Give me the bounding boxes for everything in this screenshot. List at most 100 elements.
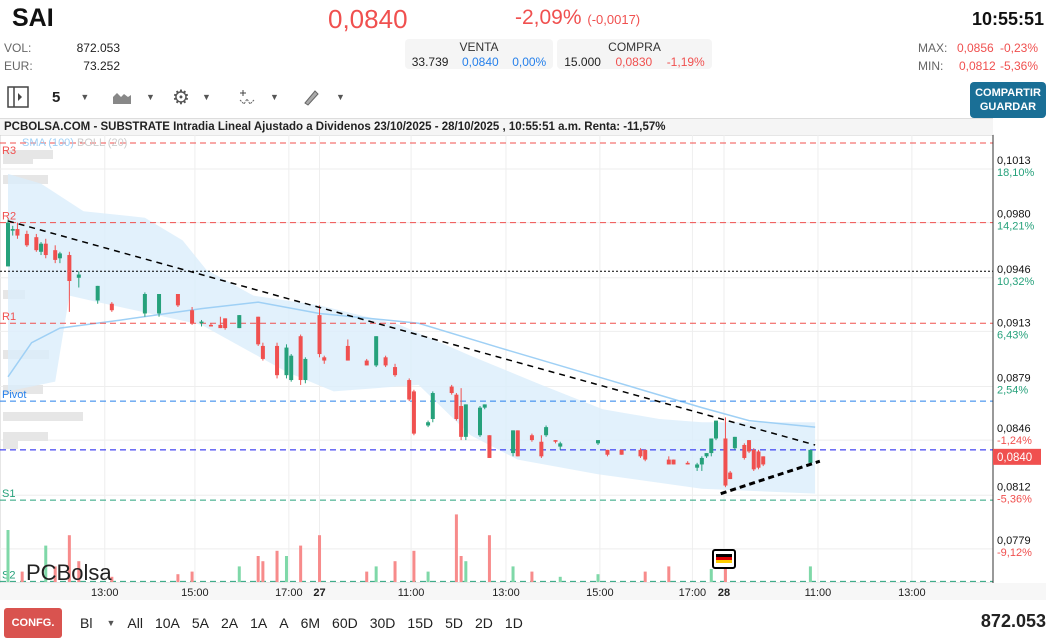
range-5a[interactable]: 5A (191, 615, 209, 631)
share-label: COMPARTIR (975, 87, 1041, 99)
config-button[interactable]: CONFG. (4, 608, 62, 638)
share-save-button[interactable]: COMPARTIR GUARDAR (970, 82, 1046, 118)
min-label: MIN: (918, 59, 944, 73)
x-tick-label: 15:00 (586, 587, 614, 599)
candle-body (223, 318, 228, 329)
interval-select[interactable]: 5 ▼ (52, 86, 89, 108)
candle-body (695, 464, 700, 468)
range-1a[interactable]: 1A (250, 615, 268, 631)
candle-body (638, 449, 643, 457)
candle-body (24, 233, 29, 246)
candle (95, 285, 100, 304)
candle-body (190, 310, 195, 324)
candle-body (747, 440, 752, 452)
candle-body (430, 393, 435, 419)
x-tick-label: 27 (313, 587, 325, 599)
candle (190, 306, 195, 325)
range-15d[interactable]: 15D (407, 615, 434, 631)
candle (478, 406, 482, 437)
bollinger-band (8, 173, 816, 494)
volume-profile-bar (3, 440, 18, 449)
candle (411, 389, 416, 436)
range-a[interactable]: A (279, 615, 289, 631)
candle (808, 449, 813, 463)
candle-body (449, 386, 454, 394)
candle-body (539, 441, 544, 457)
candle (53, 245, 58, 264)
candle-body (742, 444, 747, 458)
range-30d[interactable]: 30D (369, 615, 396, 631)
candle (756, 449, 761, 470)
candle (199, 319, 204, 327)
candle (142, 292, 147, 317)
candle (426, 420, 431, 428)
y-tick-price: 0,1013 (997, 155, 1031, 167)
indicators-select[interactable]: ▼ (238, 86, 279, 108)
volume-bar (374, 566, 378, 582)
range-6m[interactable]: 6M (300, 615, 321, 631)
vol-value: 872.053 (76, 41, 120, 55)
candle-body (482, 404, 487, 408)
y-tick-pct: -1,24% (997, 435, 1032, 447)
candle (449, 384, 454, 395)
candle-body (43, 243, 48, 256)
range-2d[interactable]: 2D (475, 615, 493, 631)
panel-toggle-button[interactable] (6, 86, 30, 108)
bottom-bar: CONFG. Bl ▼ All 10A 5A 2A 1A A 6M 60D 30D 15D 5D 2D… (0, 605, 1058, 641)
range-5d[interactable]: 5D (445, 615, 463, 631)
y-tick-price: 0,0980 (997, 209, 1031, 221)
range-all[interactable]: All (127, 615, 143, 631)
chevron-down-icon[interactable]: ▼ (106, 618, 116, 628)
min-value: 0,0812 (959, 59, 996, 73)
candle (24, 230, 29, 247)
candle-body (411, 391, 416, 434)
range-60d[interactable]: 60D (332, 615, 358, 631)
chart-type-select[interactable]: ▼ (112, 86, 155, 108)
volume-bar (596, 574, 600, 582)
candle-body (34, 237, 39, 251)
candle-body (175, 294, 180, 306)
settings-select[interactable]: ⚙ ▼ (172, 86, 211, 109)
candle (671, 459, 676, 465)
y-tick-price: 0,0946 (997, 264, 1031, 276)
compra-qty: 15.000 (564, 55, 601, 69)
candle-body (478, 407, 482, 436)
x-tick-label: 13:00 (898, 587, 926, 599)
range-2a[interactable]: 2A (220, 615, 239, 631)
candle-body (383, 357, 388, 366)
volume-bar (709, 569, 713, 582)
candle (345, 339, 350, 361)
candle-body (256, 316, 261, 345)
volume-bar (530, 571, 534, 582)
volume-bar (190, 571, 194, 582)
compra-price: 0,0830 (615, 55, 653, 69)
draw-select[interactable]: ▼ (302, 86, 345, 108)
y-tick-price: 0,0879 (997, 373, 1031, 385)
volume-bar (6, 530, 10, 582)
candle-body (723, 438, 728, 486)
volume-bar (110, 576, 114, 582)
candle-body (407, 380, 412, 400)
price-chart[interactable]: R3R2R1PivotS1S2PCBolsa0,101318,10%0,0980… (0, 118, 1046, 602)
candle (728, 470, 733, 480)
volume-bar (20, 571, 24, 582)
candle-body (756, 451, 761, 468)
candle-body (317, 315, 322, 355)
candle-body (393, 367, 398, 376)
candle (605, 449, 610, 457)
candle-body (95, 285, 100, 301)
candle-body (553, 440, 558, 442)
candle (374, 336, 379, 368)
candle (454, 393, 459, 421)
candle-body (704, 453, 709, 457)
candle-body (208, 324, 213, 327)
candle (619, 449, 624, 455)
mode-select[interactable]: Bl (80, 615, 93, 631)
range-1d[interactable]: 1D (504, 615, 523, 631)
candle (407, 378, 412, 402)
candle-body (643, 449, 648, 460)
candle-body (426, 422, 431, 426)
range-10a[interactable]: 10A (154, 615, 180, 631)
candle (511, 430, 516, 457)
eur-label: EUR: (4, 59, 33, 73)
